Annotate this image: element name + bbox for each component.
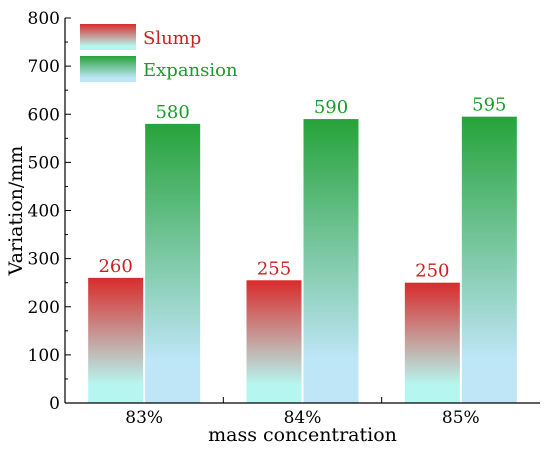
axes-layer: 0 100 200 300 400 500 600 700 800 83% 84% 85% — [28, 9, 540, 428]
x-tick-label: 84% — [284, 408, 322, 428]
y-tick-label: 600 — [28, 105, 60, 125]
legend-label-expansion: Expansion — [143, 60, 238, 81]
y-tick-label: 200 — [28, 298, 60, 318]
x-axis-title: mass concentration — [208, 424, 397, 446]
legend-swatch-expansion — [80, 56, 136, 82]
x-tick-label: 83% — [125, 408, 163, 428]
bars-layer — [88, 116, 517, 403]
y-tick-label: 500 — [28, 153, 60, 173]
data-label-expansion-84pct: 590 — [314, 97, 348, 118]
legend-swatch-slump — [80, 24, 136, 50]
bar-slump-83pct — [88, 277, 144, 403]
x-tick-label: 85% — [442, 408, 480, 428]
data-label-slump-83pct: 260 — [98, 256, 132, 277]
legend: Slump Expansion — [80, 24, 238, 82]
y-tick-label: 400 — [28, 202, 60, 222]
bar-expansion-84pct — [303, 119, 359, 403]
data-label-expansion-83pct: 580 — [155, 102, 189, 123]
bar-slump-85pct — [404, 282, 460, 403]
y-tick-label: 100 — [28, 346, 60, 366]
y-tick-label: 0 — [49, 394, 60, 414]
bar-slump-84pct — [246, 280, 302, 403]
y-tick-label: 800 — [28, 9, 60, 29]
data-label-slump-84pct: 255 — [257, 258, 291, 279]
data-label-expansion-85pct: 595 — [472, 95, 506, 116]
legend-label-slump: Slump — [143, 28, 201, 49]
bar-expansion-85pct — [461, 116, 517, 403]
data-labels-layer: 260 580 255 590 250 595 — [98, 95, 506, 282]
y-tick-label: 300 — [28, 250, 60, 270]
data-label-slump-85pct: 250 — [415, 261, 449, 282]
bar-expansion-83pct — [145, 123, 201, 403]
y-tick-label: 700 — [28, 57, 60, 77]
y-axis-title: Variation/mm — [5, 146, 27, 277]
